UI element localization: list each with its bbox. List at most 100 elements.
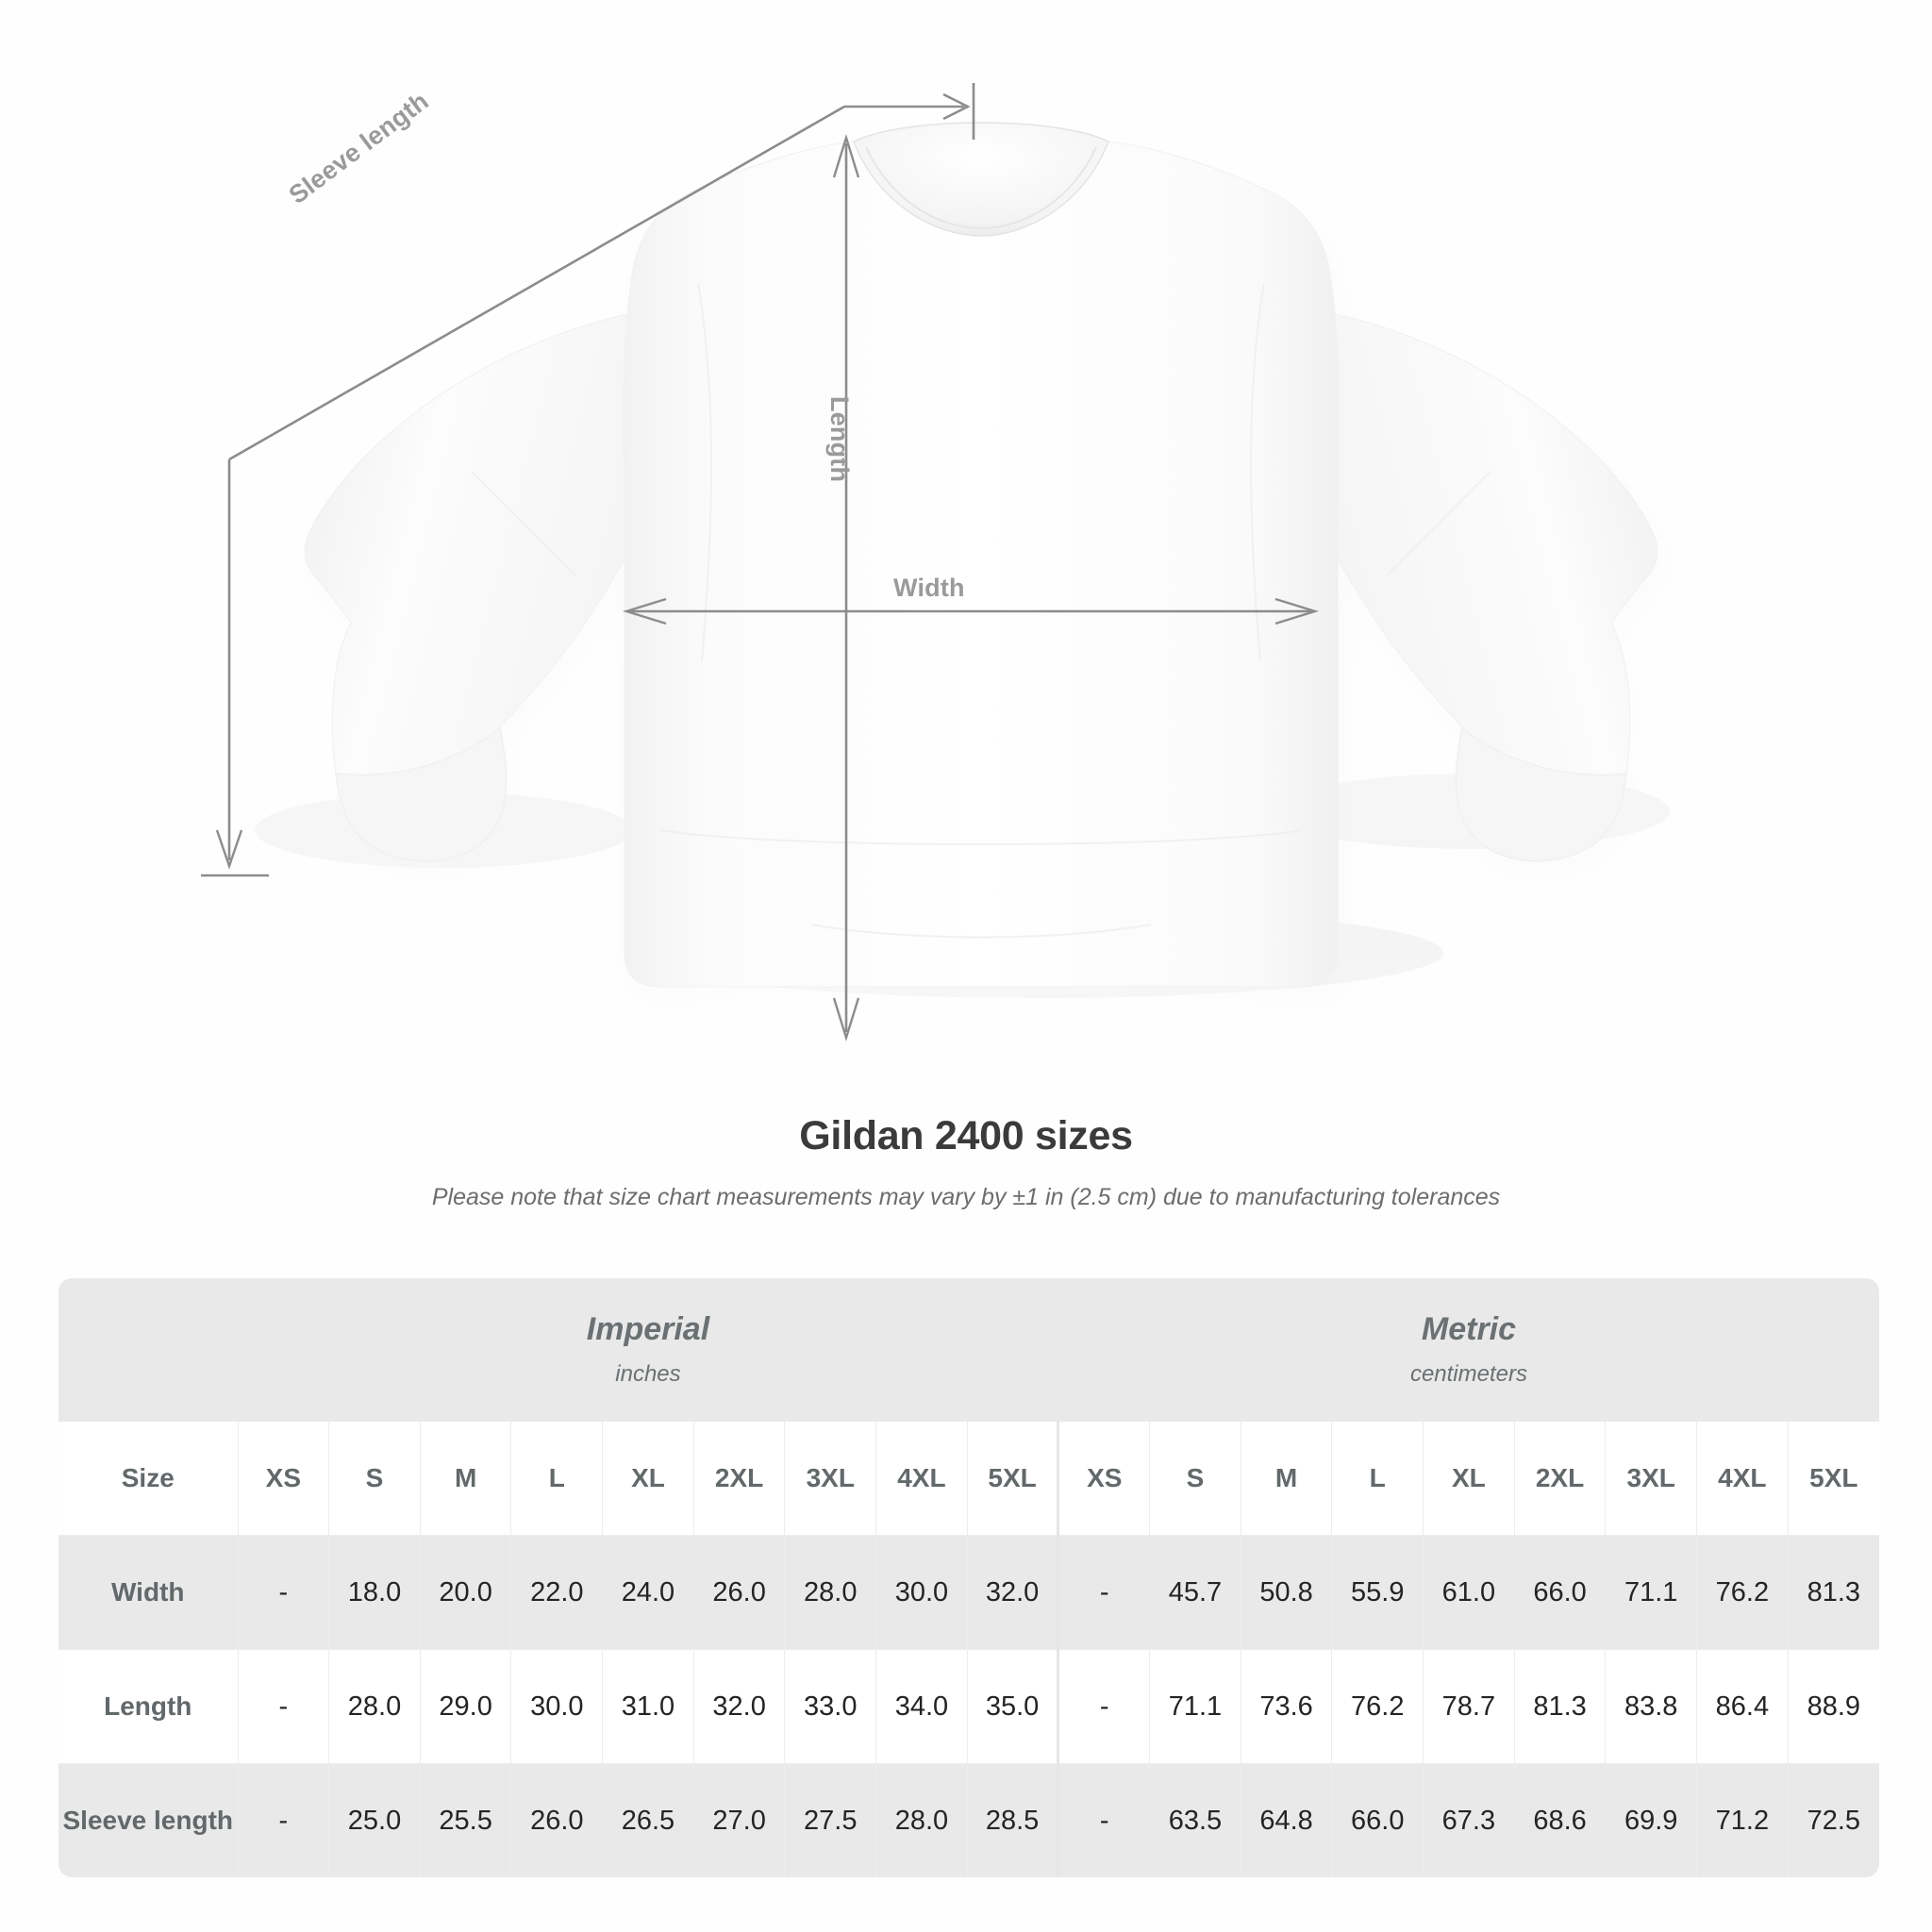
size-header-cell-imperial-l: L (510, 1422, 603, 1536)
cell-length-imperial-s: 28.0 (328, 1649, 421, 1764)
table-row: Width -18.0 20.0 22.0 24.0 26.0 28.0 30.0 32.0-4… (58, 1535, 1879, 1650)
row-label-width: Width (58, 1535, 238, 1650)
long-sleeve-shirt-illustration (201, 83, 1658, 1042)
row-label-length: Length (58, 1649, 238, 1764)
cell-sleeve-length-imperial-4xl: 28.0 (875, 1763, 968, 1877)
size-header-cell-imperial-4xl: 4XL (875, 1422, 968, 1536)
cell-width-imperial-3xl: 28.0 (784, 1535, 876, 1650)
system-name: Imperial (586, 1311, 710, 1348)
cell-sleeve-length-metric-s: 63.5 (1149, 1763, 1241, 1877)
length-top-arrowhead (832, 133, 860, 178)
table-row: Length -28.0 29.0 30.0 31.0 32.0 33.0 34.0 35.0-… (58, 1649, 1879, 1764)
cell-width-metric-2xl: 66.0 (1513, 1535, 1606, 1650)
cell-sleeve-length-metric-2xl: 68.6 (1513, 1763, 1606, 1877)
width-left-arrowhead (622, 597, 667, 625)
size-column-header: Size (58, 1422, 238, 1536)
system-name: Metric (1421, 1311, 1517, 1348)
size-header-cell-metric-m: M (1240, 1422, 1332, 1536)
cell-sleeve-length-imperial-xl: 26.5 (602, 1763, 694, 1877)
cell-width-imperial-5xl: 32.0 (966, 1535, 1058, 1650)
cell-sleeve-length-imperial-5xl: 28.5 (966, 1763, 1058, 1877)
size-header-cell-metric-xl: XL (1423, 1422, 1515, 1536)
system-unit: inches (615, 1360, 681, 1387)
cell-width-metric-xs: - (1057, 1535, 1150, 1650)
cell-length-metric-2xl: 81.3 (1513, 1649, 1606, 1764)
cell-length-metric-xl: 78.7 (1423, 1649, 1515, 1764)
size-header-cell-imperial-m: M (419, 1422, 511, 1536)
cell-sleeve-length-metric-l: 66.0 (1331, 1763, 1424, 1877)
system-header-metric: Metric centimeters (1058, 1278, 1879, 1422)
size-table: Imperial inches Metric centimeters Size XS S M L… (58, 1278, 1879, 1877)
cell-length-metric-3xl: 83.8 (1605, 1649, 1697, 1764)
cell-width-metric-s: 45.7 (1149, 1535, 1241, 1650)
size-header-cell-metric-xs: XS (1057, 1422, 1150, 1536)
cell-sleeve-length-metric-5xl: 72.5 (1787, 1763, 1879, 1877)
row-label-sleeve-length: Sleeve length (58, 1763, 238, 1877)
cell-sleeve-length-metric-3xl: 69.9 (1605, 1763, 1697, 1877)
size-header-cell-metric-l: L (1331, 1422, 1424, 1536)
cell-width-metric-3xl: 71.1 (1605, 1535, 1697, 1650)
cell-length-metric-4xl: 86.4 (1696, 1649, 1789, 1764)
cell-length-metric-s: 71.1 (1149, 1649, 1241, 1764)
size-header-row: Size XS S M L XL 2XL 3XL 4XL 5XL XS S M L XL 2XL 3XL 4XL 5… (58, 1422, 1879, 1536)
sleeve-diagonal-line (228, 105, 845, 461)
size-table-container: Imperial inches Metric centimeters Size XS S M L… (58, 1278, 1879, 1877)
cell-length-imperial-3xl: 33.0 (784, 1649, 876, 1764)
page-title: Gildan 2400 sizes (799, 1113, 1133, 1158)
cell-length-imperial-xs: - (237, 1649, 329, 1764)
cell-length-metric-xs: - (1057, 1649, 1150, 1764)
page-subtitle: Please note that size chart measurements… (431, 1184, 1501, 1210)
system-header-row: Imperial inches Metric centimeters (58, 1278, 1879, 1422)
system-header-imperial: Imperial inches (238, 1278, 1058, 1422)
cell-width-imperial-xs: - (237, 1535, 329, 1650)
cell-sleeve-length-metric-m: 64.8 (1240, 1763, 1332, 1877)
table-row: Sleeve length -25.0 25.5 26.0 26.5 27.0 27.5 28… (58, 1763, 1879, 1877)
garment-diagram: Sleeve length Length Width (201, 83, 1658, 1042)
cell-sleeve-length-metric-xs: - (1057, 1763, 1150, 1877)
cell-sleeve-length-metric-4xl: 71.2 (1696, 1763, 1789, 1877)
cell-sleeve-length-imperial-3xl: 27.5 (784, 1763, 876, 1877)
length-bottom-arrowhead (832, 997, 860, 1042)
cell-length-imperial-l: 30.0 (510, 1649, 603, 1764)
cell-length-imperial-xl: 31.0 (602, 1649, 694, 1764)
cell-sleeve-length-imperial-xs: - (237, 1763, 329, 1877)
cell-width-metric-4xl: 76.2 (1696, 1535, 1789, 1650)
width-diagram-label: Width (893, 574, 965, 602)
cell-length-imperial-m: 29.0 (419, 1649, 511, 1764)
cell-width-imperial-m: 20.0 (419, 1535, 511, 1650)
cell-length-metric-5xl: 88.9 (1787, 1649, 1879, 1764)
cell-width-imperial-2xl: 26.0 (692, 1535, 785, 1650)
cell-width-imperial-xl: 24.0 (602, 1535, 694, 1650)
size-header-cell-imperial-2xl: 2XL (692, 1422, 785, 1536)
shirt-body-group (304, 122, 1658, 988)
title-block: Gildan 2400 sizes Please note that size … (0, 1113, 1932, 1211)
system-header-spacer (58, 1278, 238, 1422)
cell-length-metric-m: 73.6 (1240, 1649, 1332, 1764)
size-header-cell-metric-5xl: 5XL (1787, 1422, 1879, 1536)
size-header-cell-imperial-s: S (328, 1422, 421, 1536)
cell-length-metric-l: 76.2 (1331, 1649, 1424, 1764)
system-unit: centimeters (1409, 1360, 1527, 1387)
cell-width-metric-5xl: 81.3 (1787, 1535, 1879, 1650)
cell-sleeve-length-imperial-2xl: 27.0 (692, 1763, 785, 1877)
size-header-cell-metric-3xl: 3XL (1605, 1422, 1697, 1536)
cell-sleeve-length-imperial-s: 25.0 (328, 1763, 421, 1877)
cell-length-imperial-2xl: 32.0 (692, 1649, 785, 1764)
sleeve-bottom-arrowhead (215, 829, 243, 870)
sleeve-top-arrowhead (942, 92, 971, 121)
cell-width-imperial-s: 18.0 (328, 1535, 421, 1650)
cell-width-metric-xl: 61.0 (1423, 1535, 1515, 1650)
size-header-cell-imperial-xl: XL (602, 1422, 694, 1536)
size-header-cell-imperial-3xl: 3XL (784, 1422, 876, 1536)
size-header-cell-metric-4xl: 4XL (1696, 1422, 1789, 1536)
length-diagram-label: Length (825, 396, 854, 483)
cell-sleeve-length-imperial-l: 26.0 (510, 1763, 603, 1877)
cell-length-imperial-5xl: 35.0 (966, 1649, 1058, 1764)
cell-sleeve-length-metric-xl: 67.3 (1423, 1763, 1515, 1877)
cell-sleeve-length-imperial-m: 25.5 (419, 1763, 511, 1877)
cell-width-metric-m: 50.8 (1240, 1535, 1332, 1650)
cell-width-metric-l: 55.9 (1331, 1535, 1424, 1650)
cell-length-imperial-4xl: 34.0 (875, 1649, 968, 1764)
size-header-cell-imperial-xs: XS (237, 1422, 329, 1536)
